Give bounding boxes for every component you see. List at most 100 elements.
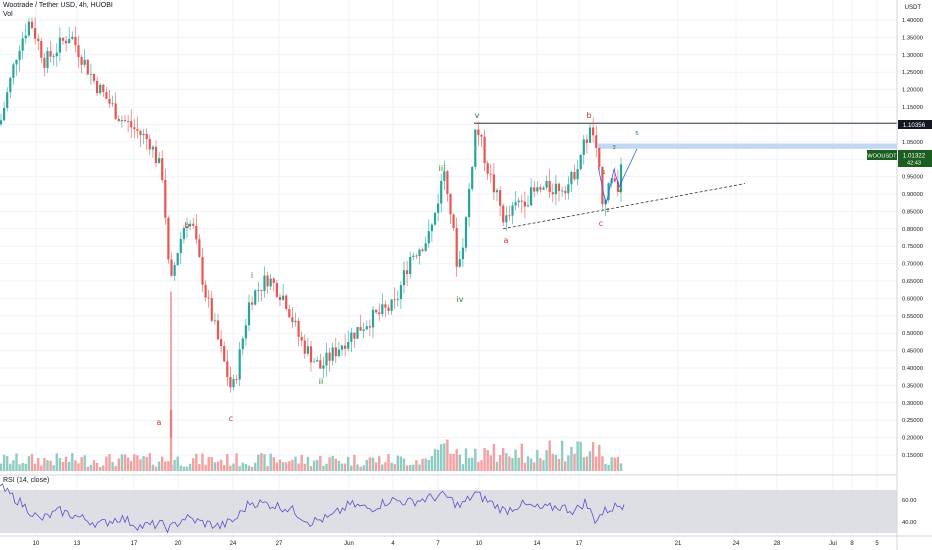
candle-body — [533, 187, 536, 192]
candle-body — [164, 179, 167, 218]
candle-body — [114, 103, 117, 119]
candle-body — [167, 217, 170, 260]
candle-body — [213, 320, 216, 322]
candle-body — [3, 107, 6, 121]
candle-body — [483, 136, 486, 164]
time-tick-label: 4 — [391, 541, 395, 547]
candle-body — [579, 154, 582, 170]
volume-bar — [601, 456, 604, 471]
wave-label: v — [475, 111, 480, 120]
candle-body — [244, 325, 247, 339]
volume-bar — [430, 456, 434, 471]
volume-bar — [142, 456, 145, 471]
wave-label: ii — [319, 377, 323, 386]
volume-bar — [167, 461, 170, 471]
candle-body — [223, 346, 226, 362]
volume-bar — [331, 455, 334, 471]
time-tick-label: 24 — [733, 541, 740, 547]
volume-bar — [182, 466, 186, 471]
volume-bar — [198, 464, 201, 471]
volume-bar — [30, 454, 34, 471]
volume-bar — [588, 451, 592, 471]
volume-bar — [573, 453, 576, 471]
volume-bar — [120, 454, 124, 471]
volume-bar — [235, 453, 238, 471]
volume-bar — [40, 465, 43, 471]
candle-body — [18, 50, 21, 60]
candle-body — [105, 92, 108, 99]
wave-label: 4 — [618, 189, 622, 195]
candle-body — [241, 338, 244, 350]
price-tick-label: 0.70000 — [902, 262, 923, 268]
wave-projection-path — [597, 148, 638, 205]
price-tick-label: 0.75000 — [902, 244, 923, 250]
candle-body — [154, 146, 158, 164]
candle-body — [303, 340, 306, 354]
price-candles — [0, 17, 623, 438]
volume-bar — [216, 461, 220, 471]
volume-bar — [359, 466, 362, 471]
volume-bar — [309, 466, 313, 471]
time-tick-label: Jun — [344, 541, 354, 547]
volume-bar — [396, 455, 399, 471]
volume-bar — [328, 457, 331, 471]
candle-body — [480, 135, 483, 137]
volume-bar — [201, 453, 204, 471]
volume-bar — [334, 458, 337, 471]
volume-bar — [288, 461, 291, 471]
price-tick-label: 0.35000 — [902, 383, 923, 389]
wave-label: c — [599, 219, 603, 228]
candle-body — [353, 332, 356, 339]
resistance-price-tag — [898, 120, 932, 129]
candle-body — [536, 187, 539, 192]
candle-body — [592, 127, 595, 136]
candle-body — [598, 147, 601, 167]
candle-body — [185, 226, 189, 229]
time-tick-label: Jul — [829, 541, 837, 547]
volume-bar — [12, 460, 15, 471]
volume-bar — [337, 460, 341, 471]
chart-title: Wootrade / Tether USD, 4h, HUOBI — [3, 2, 113, 9]
candle-body — [288, 309, 291, 318]
time-axis[interactable]: 10 13 17 20 24 27 Jun 4 7 10 14 17 21 24 28 Jul 5 8 — [33, 541, 880, 547]
volume-bar — [399, 456, 403, 471]
volume-bar — [223, 465, 226, 471]
candle-body — [390, 299, 393, 311]
candle-body — [55, 52, 58, 57]
candle-body — [502, 205, 505, 223]
candle-body — [554, 183, 557, 195]
time-tick-label: 10 — [33, 541, 40, 547]
candle-body — [595, 135, 598, 148]
volume-bar — [285, 462, 288, 471]
candle-body — [381, 304, 384, 315]
volume-bar — [86, 466, 89, 471]
candle-body — [65, 40, 68, 44]
volume-bar — [77, 463, 80, 471]
volume-bar — [247, 465, 251, 471]
candle-body — [111, 103, 114, 105]
volume-bar — [604, 463, 607, 471]
time-tick-label: 8 — [850, 541, 854, 547]
candle-body — [313, 361, 316, 363]
volume-bar — [536, 449, 539, 471]
volume-bar — [89, 464, 93, 471]
wave-label: 5 — [635, 131, 639, 137]
volume-bar — [99, 466, 102, 471]
volume-bar — [133, 454, 136, 471]
candle-body — [359, 327, 362, 331]
volume-bar — [508, 456, 511, 471]
candle-body — [61, 37, 65, 41]
candle-body — [365, 326, 368, 330]
candle-body — [452, 214, 455, 228]
volume-bar — [523, 462, 527, 471]
candle-body — [6, 92, 9, 108]
volume-bar — [350, 465, 353, 471]
volume-bar — [371, 457, 375, 471]
candle-body — [511, 205, 514, 216]
candle-body — [257, 289, 260, 291]
volume-bar — [455, 449, 458, 471]
candle-body — [474, 129, 477, 168]
volume-bar — [105, 456, 108, 471]
time-tick-label: 10 — [476, 541, 483, 547]
